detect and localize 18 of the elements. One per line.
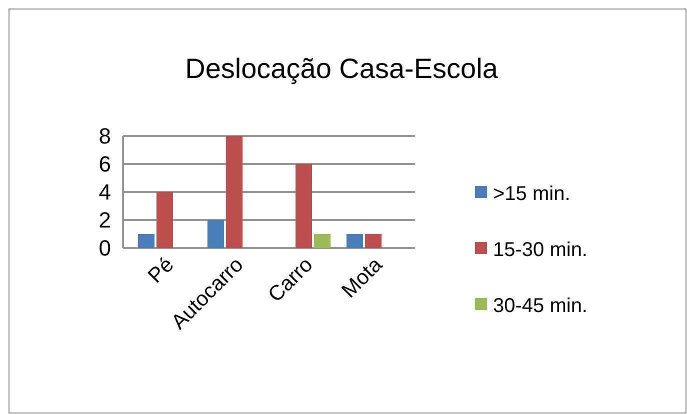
y-tick-label: 0 — [98, 236, 111, 261]
bar — [138, 234, 154, 248]
bar — [207, 220, 224, 248]
bar — [314, 234, 331, 248]
y-tick-label: 4 — [98, 180, 111, 205]
legend-label: >15 min. — [493, 183, 570, 205]
y-tick-label: 8 — [98, 124, 111, 149]
bar — [156, 192, 173, 248]
bar — [295, 164, 312, 248]
legend-label: 15-30 min. — [493, 239, 588, 261]
chart-title: Deslocação Casa-Escola — [185, 53, 498, 84]
legend-label: 30-45 min. — [493, 295, 588, 317]
x-tick-label: Pé — [144, 253, 178, 288]
y-tick-label: 6 — [98, 152, 111, 177]
bar — [365, 234, 382, 248]
bar — [226, 136, 243, 248]
y-tick-label: 2 — [98, 208, 111, 233]
bar — [346, 234, 364, 248]
